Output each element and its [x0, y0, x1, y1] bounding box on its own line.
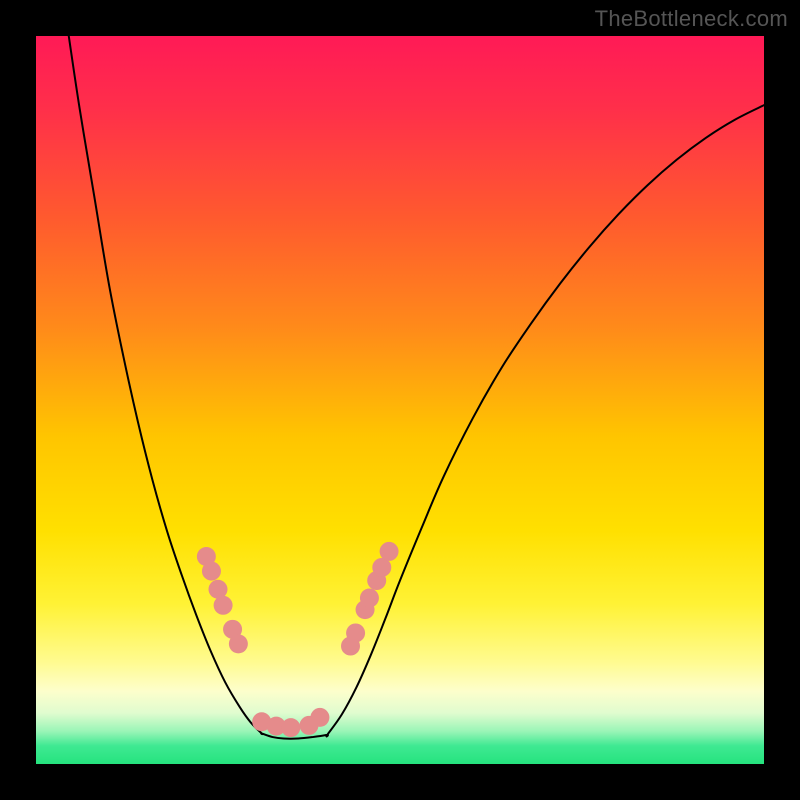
watermark-text: TheBottleneck.com	[595, 6, 788, 32]
data-marker	[281, 718, 300, 737]
gradient-background	[36, 36, 764, 764]
chart-area	[36, 36, 764, 764]
data-marker	[214, 596, 233, 615]
data-marker	[202, 562, 221, 581]
data-marker	[360, 589, 379, 608]
data-marker	[380, 542, 399, 561]
data-marker	[229, 634, 248, 653]
data-marker	[310, 708, 329, 727]
data-marker	[346, 623, 365, 642]
bottleneck-chart	[36, 36, 764, 764]
